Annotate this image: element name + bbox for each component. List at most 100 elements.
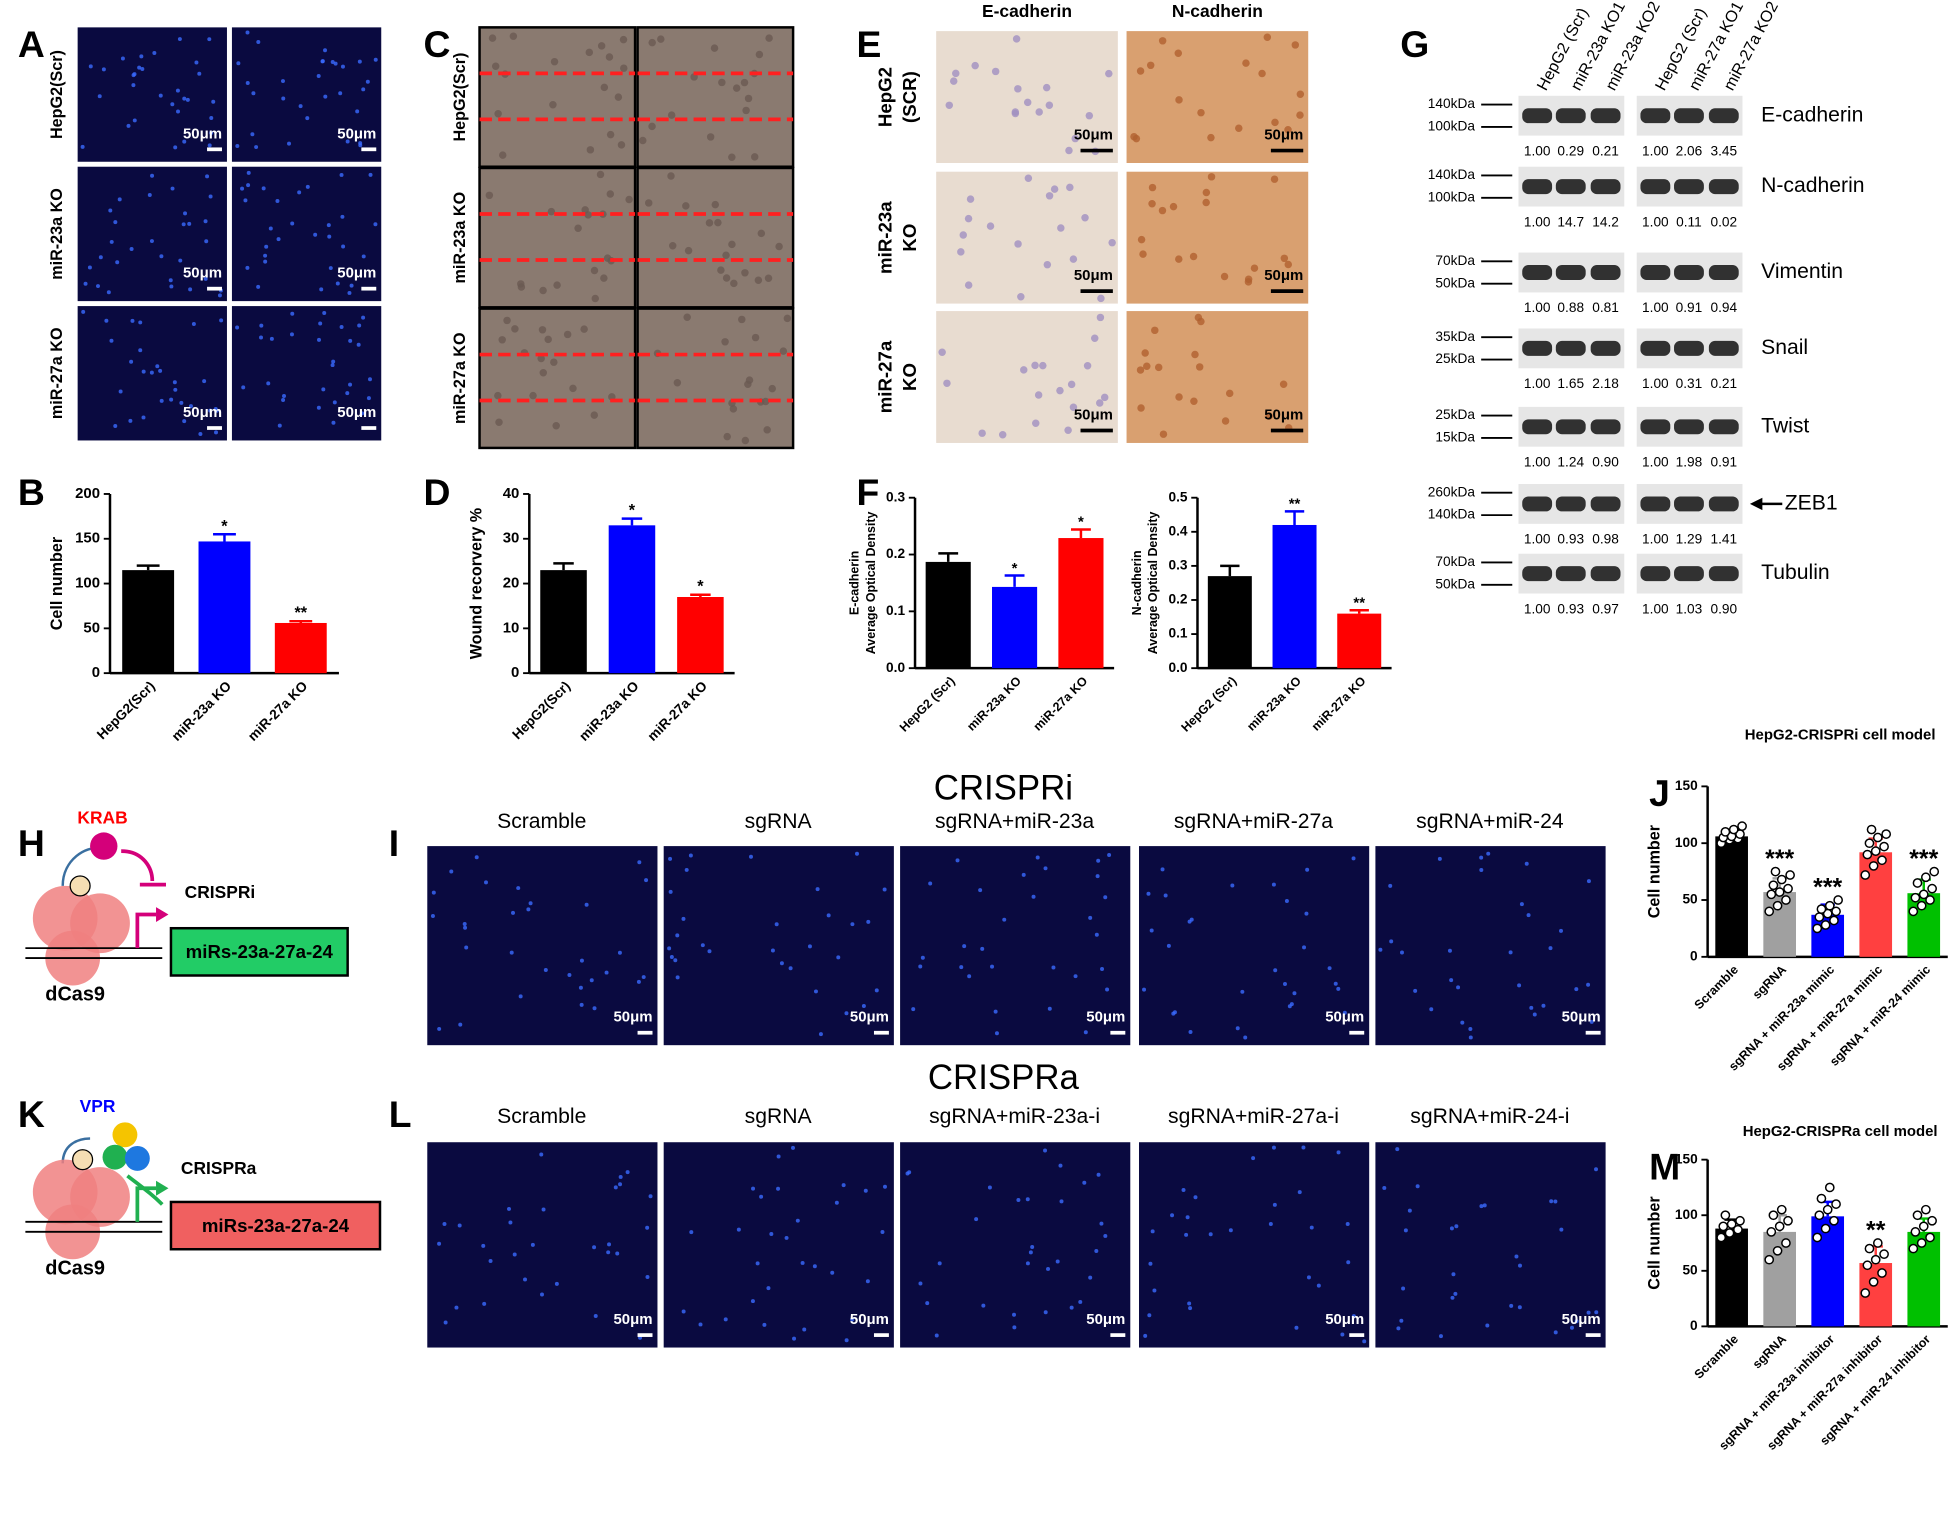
y-tick-label: 200 [75, 485, 100, 502]
cell [109, 239, 114, 244]
cell [918, 964, 923, 969]
cell [981, 1303, 986, 1308]
cell [138, 348, 143, 353]
data-point [1783, 883, 1793, 894]
cell [990, 964, 995, 969]
cell [149, 370, 154, 375]
cell [1342, 1010, 1347, 1015]
cell [1297, 1190, 1302, 1195]
cell [1175, 393, 1183, 401]
cell [219, 318, 224, 323]
marker-label: 25kDa [1435, 351, 1475, 366]
cell [373, 222, 378, 227]
cell [140, 67, 145, 72]
cell [714, 218, 722, 227]
cell [1586, 879, 1591, 884]
cell [321, 387, 326, 392]
cell [540, 1292, 544, 1297]
scale-bar-label: 50μm [183, 125, 222, 142]
band [1522, 265, 1553, 280]
cell [706, 133, 715, 141]
cell [774, 922, 779, 927]
data-point [1824, 1182, 1835, 1193]
cell [1541, 1003, 1546, 1008]
data-point [1879, 841, 1889, 852]
cell [745, 376, 754, 384]
cell [1517, 1305, 1522, 1310]
cell [1327, 966, 1332, 971]
cell [437, 1241, 442, 1246]
significance: *** [1909, 845, 1938, 873]
y-tick-label: 0.0 [886, 660, 905, 675]
band [1590, 566, 1621, 582]
band [1522, 340, 1553, 356]
micrograph [1138, 1142, 1370, 1348]
cell [718, 78, 726, 87]
cell [1265, 412, 1273, 420]
marker-label: 140kDa [1428, 96, 1476, 111]
cell [1378, 947, 1383, 952]
cell [1030, 1244, 1035, 1249]
cell [855, 851, 859, 856]
cell [263, 253, 268, 258]
cell [1485, 1323, 1490, 1328]
band [1522, 496, 1553, 512]
y-tick-label: 0.3 [1169, 557, 1188, 572]
cell [518, 994, 523, 999]
bar [608, 525, 656, 674]
data-point [1872, 832, 1883, 843]
cell [1136, 67, 1145, 75]
row-label: HepG2(Scr) [48, 50, 66, 139]
cell [1083, 362, 1092, 370]
cell [1035, 855, 1040, 860]
x-tick-label: miR-23a KO [169, 678, 235, 744]
band [1555, 108, 1586, 124]
quantification: 1.41 [1710, 532, 1737, 547]
y-axis-label: E-cadherin [848, 551, 862, 615]
cell [139, 54, 144, 59]
cell [1399, 1318, 1404, 1323]
cell [130, 318, 135, 323]
cell [463, 925, 468, 930]
cell [764, 274, 773, 282]
data-point [1822, 1204, 1833, 1215]
cell [812, 1264, 817, 1269]
cell [741, 269, 749, 277]
row-label: (SCR) [899, 71, 920, 123]
cell [1023, 98, 1032, 107]
data-point [1720, 826, 1731, 837]
cell [333, 61, 338, 66]
cell [108, 208, 113, 213]
cell [1100, 393, 1109, 402]
cell [648, 122, 656, 131]
y-tick-label: 150 [1675, 778, 1698, 793]
cell [1045, 101, 1054, 110]
cell [1031, 894, 1036, 899]
cell [1553, 1330, 1558, 1335]
vpr-domain [102, 1144, 128, 1170]
cell [590, 266, 599, 275]
data-point [1864, 1243, 1875, 1254]
cell [1055, 1259, 1060, 1264]
band [1555, 340, 1586, 356]
cell [256, 284, 261, 289]
cell [586, 146, 595, 154]
arrowhead [1749, 497, 1763, 511]
marker-label: 100kDa [1428, 119, 1476, 134]
cell [592, 1006, 597, 1011]
cell [194, 60, 199, 65]
marker-label: 140kDa [1428, 167, 1476, 182]
cell [338, 91, 343, 96]
cell [1268, 1221, 1273, 1226]
cell [158, 368, 163, 373]
cell [1174, 49, 1183, 58]
y-tick-label: 30 [503, 530, 520, 547]
cell [675, 975, 680, 980]
data-point [1868, 861, 1879, 871]
data-point [1831, 1199, 1841, 1209]
cell [332, 400, 337, 405]
cell [1271, 1145, 1276, 1150]
cell [205, 174, 210, 179]
quantification: 0.93 [1557, 532, 1584, 547]
quantification: 1.24 [1557, 454, 1584, 469]
